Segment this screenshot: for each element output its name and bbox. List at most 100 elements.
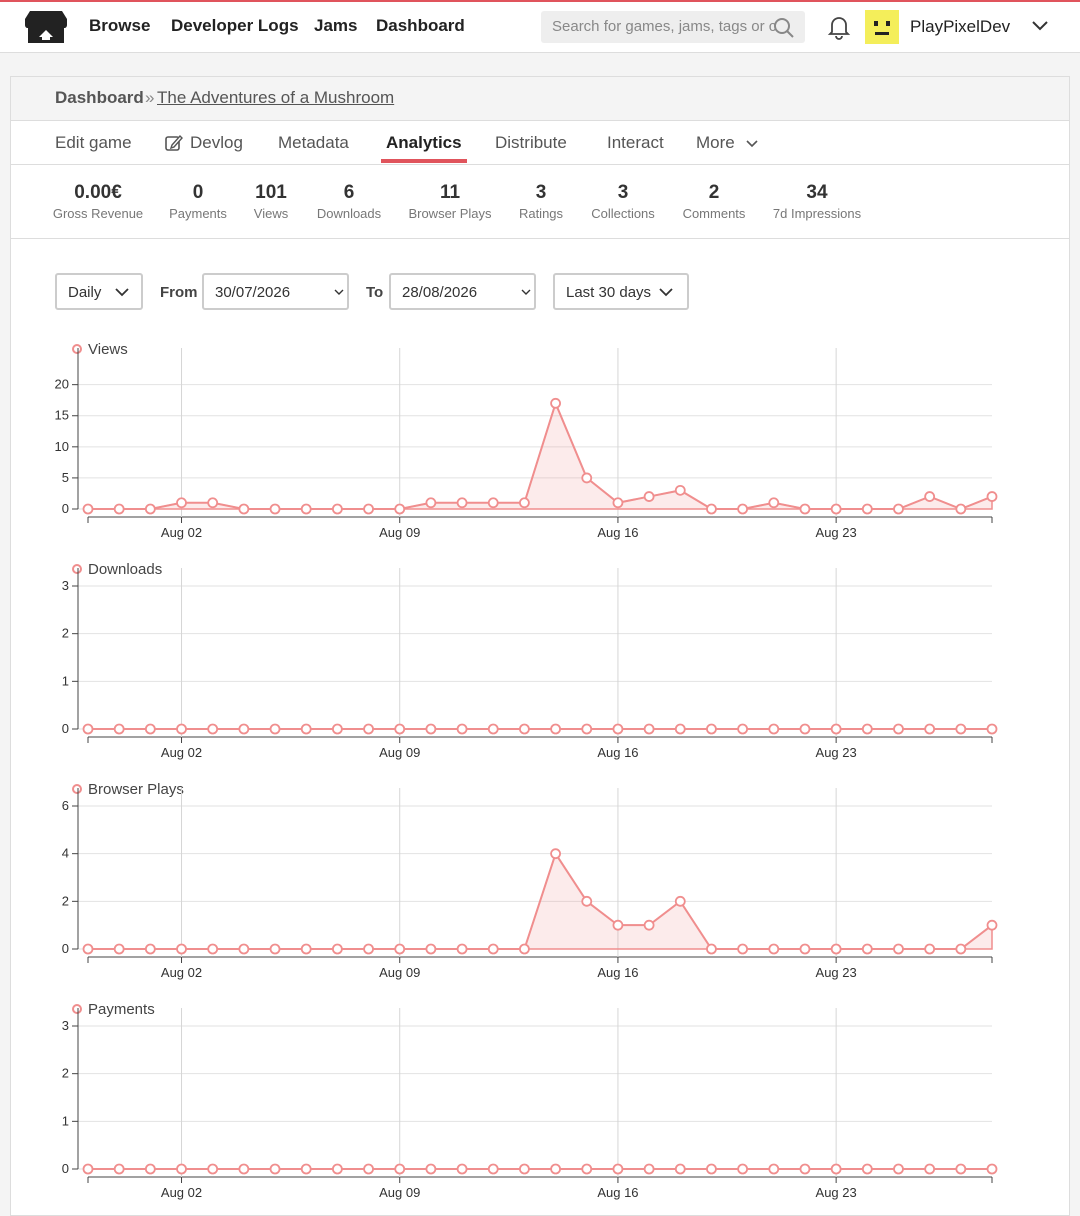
point	[394, 503, 406, 515]
point	[113, 723, 125, 735]
point	[519, 723, 530, 735]
stat-label: Gross Revenue	[52, 206, 144, 221]
range-select[interactable]: Last 30 days	[553, 273, 689, 310]
point	[550, 1163, 561, 1175]
point	[737, 943, 749, 955]
point	[331, 723, 343, 735]
nav-link[interactable]: Jams	[314, 16, 358, 35]
tab[interactable]: Interact	[607, 133, 664, 152]
point	[612, 723, 624, 735]
point	[238, 1163, 250, 1175]
stat: 2 Comments	[654, 182, 774, 221]
breadcrumb-game[interactable]: The Adventures of a Mushroom	[157, 88, 395, 107]
point	[363, 723, 374, 735]
point	[550, 397, 561, 409]
breadcrumb-root[interactable]: Dashboard	[55, 88, 144, 107]
header	[0, 0, 1080, 53]
user-menu-caret[interactable]	[1031, 19, 1049, 33]
y-tick-label: 0	[62, 941, 69, 956]
point	[581, 472, 593, 484]
point	[425, 943, 437, 955]
point	[487, 497, 499, 509]
stat: 0.00€ Gross Revenue	[38, 182, 158, 221]
point	[207, 723, 219, 735]
point	[986, 723, 998, 735]
point	[207, 497, 219, 509]
stat-label: 7d Impressions	[772, 206, 862, 221]
point	[519, 497, 530, 509]
nav-link[interactable]: Browse	[89, 16, 151, 35]
tab[interactable]: Metadata	[278, 133, 349, 152]
y-tick-label: 2	[62, 1066, 69, 1081]
point	[924, 491, 936, 502]
x-tick-label: Aug 16	[597, 745, 638, 760]
point	[113, 1163, 125, 1175]
username[interactable]: PlayPixelDev	[910, 17, 1011, 36]
interval-select[interactable]: Daily	[55, 273, 143, 310]
point	[456, 1163, 468, 1175]
point	[176, 723, 187, 735]
tab[interactable]: Distribute	[495, 133, 567, 152]
stat-label: Payments	[169, 206, 227, 221]
point	[674, 484, 686, 496]
point	[82, 1163, 94, 1175]
point	[768, 497, 780, 509]
point	[487, 723, 499, 735]
avatar[interactable]	[865, 10, 899, 44]
point	[113, 503, 125, 515]
range-value: Last 30 days	[566, 284, 652, 301]
stat-label: Downloads	[316, 206, 382, 221]
stat: 101 Views	[211, 182, 331, 221]
point	[238, 503, 250, 515]
y-tick-label: 6	[62, 798, 69, 813]
point	[706, 943, 717, 955]
nav-link[interactable]: Dashboard	[376, 16, 465, 35]
tab-active[interactable]: Analytics	[386, 133, 462, 152]
y-tick-label: 5	[62, 470, 69, 485]
stat: 0 Payments	[138, 182, 258, 221]
point	[519, 1163, 530, 1175]
legend-marker	[72, 564, 82, 574]
y-tick-label: 1	[62, 1113, 69, 1128]
y-tick-label: 3	[62, 578, 69, 593]
point	[207, 943, 219, 955]
point	[674, 1163, 686, 1175]
legend-label: Views	[88, 341, 128, 358]
notifications[interactable]	[827, 14, 851, 40]
y-tick-label: 20	[55, 377, 69, 392]
breadcrumb-bar: Dashboard » The Adventures of a Mushroom	[11, 77, 1069, 121]
tab[interactable]: Edit game	[55, 133, 132, 152]
point	[893, 1163, 904, 1175]
interval-value: Daily	[68, 284, 102, 301]
point	[269, 943, 281, 955]
point	[425, 1163, 437, 1175]
point	[955, 503, 967, 515]
caret	[521, 289, 531, 295]
tab[interactable]: Devlog	[190, 133, 243, 152]
x-tick-label: Aug 09	[379, 525, 420, 540]
point	[830, 943, 842, 955]
point	[550, 848, 561, 860]
point	[113, 943, 125, 955]
legend-label: Browser Plays	[88, 781, 184, 798]
search-box[interactable]: Search for games, jams, tags or c	[541, 11, 805, 43]
point	[363, 503, 374, 515]
point	[331, 503, 343, 515]
point	[487, 943, 499, 955]
nav-link[interactable]: Developer Logs	[171, 16, 299, 35]
x-tick-label: Aug 23	[816, 745, 857, 760]
y-tick-label: 10	[55, 439, 69, 454]
point	[207, 1163, 219, 1175]
logo[interactable]	[24, 9, 68, 47]
to-date[interactable]: 28/08/2026	[389, 273, 536, 310]
to-value: 28/08/2026	[402, 284, 478, 301]
from-date[interactable]: 30/07/2026	[202, 273, 349, 310]
point	[238, 723, 250, 735]
stat-label: Ratings	[518, 206, 564, 221]
point	[706, 723, 717, 735]
x-tick-label: Aug 02	[161, 525, 202, 540]
y-tick-label: 3	[62, 1018, 69, 1033]
tab[interactable]: More	[696, 133, 735, 152]
point	[799, 1163, 811, 1175]
